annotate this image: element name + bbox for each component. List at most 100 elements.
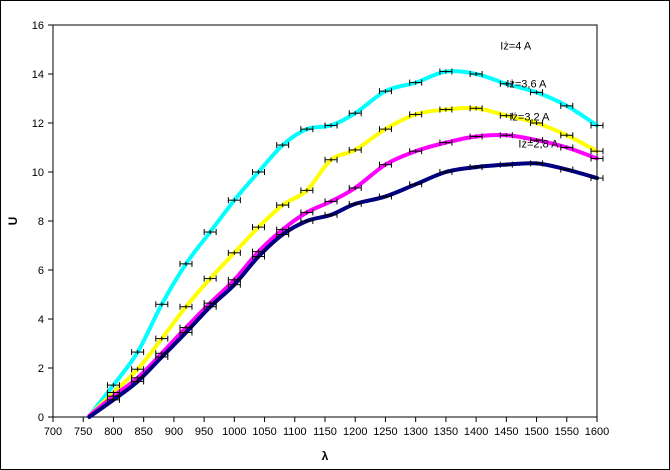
series-annotation: Iż=4 A: [500, 41, 532, 53]
x-tick-label: 1550: [555, 426, 579, 438]
data-point: [324, 198, 338, 205]
series-annotation: Iż=3,6 A: [506, 78, 547, 90]
data-point: [252, 169, 266, 175]
data-point: [499, 161, 513, 168]
data-point: [439, 106, 453, 113]
data-point: [560, 166, 574, 173]
data-point: [131, 349, 145, 356]
data-point: [560, 102, 574, 109]
data-point: [155, 301, 169, 308]
data-point: [348, 184, 362, 191]
x-tick-label: 1200: [343, 426, 367, 438]
y-tick-label: 4: [38, 314, 44, 326]
data-point: [276, 231, 290, 238]
data-point: [409, 111, 423, 118]
data-point: [276, 202, 290, 209]
data-point: [590, 175, 604, 182]
data-point: [499, 132, 513, 139]
y-tick-label: 16: [32, 20, 44, 32]
x-tick-label: 900: [165, 426, 183, 438]
x-tick-label: 1050: [252, 426, 276, 438]
data-point: [348, 110, 362, 117]
data-point: [106, 396, 120, 403]
data-point: [131, 366, 145, 373]
data-point: [300, 187, 314, 194]
data-point: [203, 275, 217, 282]
y-tick-label: 0: [38, 412, 44, 424]
data-point: [300, 209, 314, 216]
x-tick-label: 1450: [494, 426, 518, 438]
y-tick-label: 12: [32, 118, 44, 130]
x-tick-label: 750: [74, 426, 92, 438]
data-point: [300, 126, 314, 133]
x-tick-label: 1000: [222, 426, 246, 438]
data-point: [469, 133, 483, 140]
data-point: [378, 88, 392, 95]
data-point: [409, 148, 423, 155]
series-line-1: [87, 105, 599, 418]
data-point: [106, 382, 120, 389]
x-tick-label: 700: [44, 426, 62, 438]
data-point: [530, 89, 544, 96]
x-tick-label: 1100: [283, 426, 307, 438]
y-tick-label: 2: [38, 363, 44, 375]
data-point: [590, 122, 604, 129]
data-point: [252, 253, 266, 260]
data-point: [439, 169, 453, 175]
x-tick-label: 800: [104, 426, 122, 438]
data-point: [439, 139, 453, 146]
data-point: [409, 79, 423, 86]
data-point: [348, 146, 362, 153]
data-point: [203, 303, 217, 310]
data-point: [324, 122, 338, 129]
data-point: [179, 303, 193, 310]
x-tick-label: 1350: [434, 426, 458, 438]
data-point: [227, 281, 241, 288]
x-tick-label: 1300: [403, 426, 427, 438]
data-point: [409, 181, 423, 188]
y-tick-label: 14: [32, 69, 44, 81]
data-point: [378, 126, 392, 133]
data-point: [155, 335, 169, 342]
data-point: [300, 218, 314, 224]
x-tick-label: 1600: [585, 426, 609, 438]
data-point: [276, 142, 290, 149]
series-line-0: [87, 69, 599, 418]
data-point: [499, 112, 513, 119]
data-point: [530, 160, 544, 167]
data-point: [131, 378, 145, 385]
y-tick-label: 8: [38, 216, 44, 228]
data-point: [348, 200, 362, 207]
data-point: [499, 80, 513, 87]
data-point: [469, 105, 483, 112]
data-point: [590, 155, 604, 162]
data-point: [530, 120, 544, 126]
x-tick-label: 1400: [464, 426, 488, 438]
data-point: [227, 197, 241, 204]
x-tick-label: 1150: [313, 426, 337, 438]
data-point: [179, 260, 193, 267]
data-point: [378, 193, 392, 200]
data-point: [469, 164, 483, 171]
data-point: [530, 137, 544, 144]
data-point: [560, 144, 574, 151]
data-point: [324, 156, 338, 163]
data-point: [227, 249, 241, 256]
data-point: [155, 353, 169, 360]
series-annotation: Iż=2,8 A: [518, 139, 559, 151]
x-tick-label: 950: [195, 426, 213, 438]
y-axis-label: U: [6, 217, 20, 226]
data-point: [560, 132, 574, 139]
y-tick-label: 10: [32, 167, 44, 179]
x-tick-label: 1500: [524, 426, 548, 438]
data-point: [469, 71, 483, 77]
data-point: [203, 229, 217, 236]
data-point: [179, 329, 193, 336]
y-tick-label: 6: [38, 265, 44, 277]
data-point: [439, 68, 453, 75]
series-annotation: Iż=3,2 A: [509, 112, 550, 124]
data-point: [590, 148, 604, 155]
data-point: [378, 161, 392, 168]
